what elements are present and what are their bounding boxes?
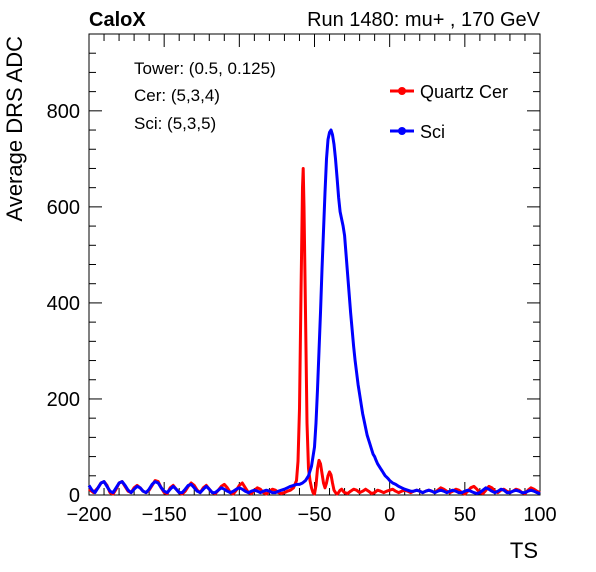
y-tick-label: 600 xyxy=(47,197,80,219)
series-layer xyxy=(87,128,541,496)
series-line-sci xyxy=(87,128,541,496)
header-left-label: CaloX xyxy=(89,9,146,31)
legend-label-quartz-cer: Quartz Cer xyxy=(420,82,508,102)
x-axis-title: TS xyxy=(510,538,538,563)
info-line-sci: Sci: (5,3,5) xyxy=(134,114,216,133)
y-axis-title: Average DRS ADC xyxy=(2,36,27,222)
axis-ticks xyxy=(88,33,541,496)
legend-marker-quartz-cer xyxy=(398,87,406,95)
info-line-tower: Tower: (0.5, 0.125) xyxy=(134,59,276,78)
x-tick-label: −50 xyxy=(298,504,332,526)
y-tick-label: 200 xyxy=(47,389,80,411)
x-tick-label: 0 xyxy=(384,504,395,526)
x-tick-label: −200 xyxy=(66,504,111,526)
x-tick-labels: −200 −150 −100 −50 0 50 100 xyxy=(66,504,556,526)
legend: Quartz Cer Sci xyxy=(390,82,508,142)
info-line-cer: Cer: (5,3,4) xyxy=(134,86,220,105)
legend-label-sci: Sci xyxy=(420,122,445,142)
x-tick-label: −100 xyxy=(217,504,262,526)
y-tick-label: 0 xyxy=(69,485,80,507)
y-tick-label: 400 xyxy=(47,293,80,315)
x-tick-label: 50 xyxy=(454,504,476,526)
legend-marker-sci xyxy=(398,127,406,135)
header-right-label: Run 1480: mu+ , 170 GeV xyxy=(307,9,541,31)
x-tick-label: 100 xyxy=(523,504,556,526)
y-tick-labels: 0 200 400 600 800 xyxy=(47,101,80,507)
y-tick-label: 800 xyxy=(47,101,80,123)
x-tick-label: −150 xyxy=(142,504,187,526)
